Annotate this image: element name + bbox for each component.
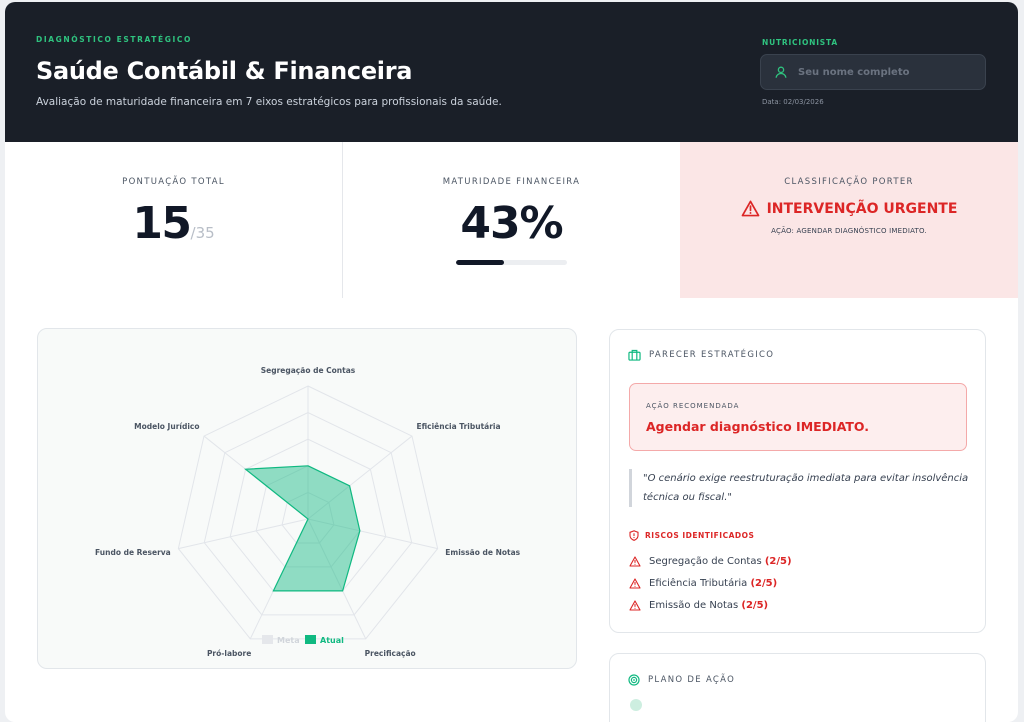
radar-spoke <box>307 435 413 520</box>
radar-series-atual <box>244 465 361 592</box>
risk-score: (2/5) <box>750 578 778 589</box>
porter-value: INTERVENÇÃO URGENTE <box>766 200 958 217</box>
radar-chart: Segregação de Contas Eficiência Tributári… <box>95 366 521 658</box>
warning-icon <box>629 556 641 567</box>
radar-grid-ring <box>203 412 413 616</box>
user-icon <box>775 66 787 78</box>
warning-icon <box>629 600 641 611</box>
porter-action: AÇÃO: AGENDAR DIAGNÓSTICO IMEDIATO. <box>771 227 927 235</box>
radar-spoke <box>307 518 367 640</box>
radar-spoke <box>307 518 438 550</box>
recommended-action-value: Agendar diagnóstico IMEDIATO. <box>646 419 870 434</box>
nutritionist-label: NUTRICIONISTA <box>762 38 838 47</box>
maturity-progress-bar <box>456 260 567 265</box>
parecer-heading-label: PARECER ESTRATÉGICO <box>649 350 775 360</box>
legend-swatch <box>262 635 273 644</box>
name-input[interactable] <box>798 66 978 78</box>
total-score: 15/35 <box>5 198 342 249</box>
radar-axis-label: Segregação de Contas <box>261 366 356 375</box>
recommended-action-label: AÇÃO RECOMENDADA <box>646 402 740 410</box>
date-label: Data: 02/03/2026 <box>762 98 824 106</box>
page-title: Saúde Contábil & Financeira <box>36 57 413 85</box>
radar-chart-panel: Segregação de Contas Eficiência Tributári… <box>37 328 577 669</box>
maturity-label: MATURIDADE FINANCEIRA <box>442 177 581 187</box>
legend-label: Meta <box>277 636 300 645</box>
radar-axis-label: Fundo de Reserva <box>95 548 171 557</box>
radar-axis-label: Eficiência Tributária <box>416 422 500 431</box>
radar-axis-label: Pró-labore <box>207 649 251 658</box>
legend-label: Atual <box>320 636 344 645</box>
radar-grid-ring <box>281 491 335 544</box>
action-plan-item-icon <box>630 699 642 711</box>
parecer-panel: PARECER ESTRATÉGICO AÇÃO RECOMENDADA Age… <box>609 329 986 633</box>
legend-swatch <box>305 635 316 644</box>
total-score-value: 15 <box>132 198 192 249</box>
radar-axis-label: Modelo Jurídico <box>134 422 199 431</box>
porter-label: CLASSIFICAÇÃO PORTER <box>784 177 914 187</box>
risks-heading-label: RISCOS IDENTIFICADOS <box>645 531 755 540</box>
risk-label: Segregação de Contas <box>649 556 762 567</box>
action-plan-heading: PLANO DE AÇÃO <box>628 674 735 686</box>
radar-axis-label: Emissão de Notas <box>445 548 520 557</box>
action-plan-panel: PLANO DE AÇÃO <box>609 653 986 722</box>
name-field[interactable] <box>760 54 986 90</box>
strategic-quote: "O cenário exige reestruturação imediata… <box>629 469 974 507</box>
maturity-value: 43% <box>460 198 563 249</box>
report-card: DIAGNÓSTICO ESTRATÉGICO Saúde Contábil &… <box>5 2 1018 722</box>
porter-classification: INTERVENÇÃO URGENTE <box>680 200 1018 217</box>
maturity-progress-fill <box>456 260 504 265</box>
risk-label: Emissão de Notas <box>649 600 739 611</box>
risk-item: Eficiência Tributária (2/5) <box>629 578 777 589</box>
risk-score: (2/5) <box>741 600 769 611</box>
action-plan-heading-label: PLANO DE AÇÃO <box>648 675 736 685</box>
eyebrow-label: DIAGNÓSTICO ESTRATÉGICO <box>36 35 192 44</box>
target-icon <box>628 674 640 686</box>
maturity-card: MATURIDADE FINANCEIRA 43% <box>343 142 680 298</box>
parecer-heading: PARECER ESTRATÉGICO <box>628 349 774 361</box>
risks-heading: RISCOS IDENTIFICADOS <box>629 530 754 541</box>
risk-item: Segregação de Contas (2/5) <box>629 556 792 567</box>
shield-icon <box>629 530 639 541</box>
briefcase-icon <box>628 349 641 361</box>
radar-axis-label: Precificação <box>365 649 416 658</box>
total-score-label: PONTUAÇÃO TOTAL <box>122 177 225 187</box>
warning-icon <box>629 578 641 589</box>
total-score-max: /35 <box>190 224 215 242</box>
recommended-action-box: AÇÃO RECOMENDADA Agendar diagnóstico IME… <box>629 383 967 451</box>
page-subtitle: Avaliação de maturidade financeira em 7 … <box>36 96 502 108</box>
risk-item: Emissão de Notas (2/5) <box>629 600 768 611</box>
risk-label: Eficiência Tributária <box>649 578 748 589</box>
total-score-card: PONTUAÇÃO TOTAL 15/35 <box>5 142 343 298</box>
radar-spoke <box>178 518 309 550</box>
risk-score: (2/5) <box>764 556 792 567</box>
porter-card: CLASSIFICAÇÃO PORTER INTERVENÇÃO URGENTE… <box>680 142 1018 298</box>
warning-icon <box>741 200 759 217</box>
header: DIAGNÓSTICO ESTRATÉGICO Saúde Contábil &… <box>5 2 1018 142</box>
